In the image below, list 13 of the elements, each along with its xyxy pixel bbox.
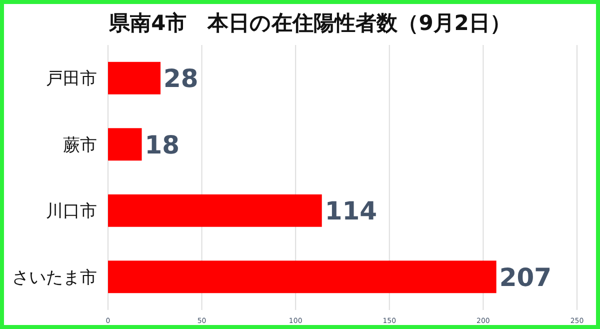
chart-title: 県南4市 本日の在住陽性者数（9月2日）: [108, 11, 511, 35]
y-tick-label: 戸田市: [46, 69, 97, 90]
bar: [108, 128, 142, 161]
bar: [108, 62, 161, 94]
y-tick-label: さいたま市: [12, 268, 97, 288]
data-label: 114: [324, 196, 378, 226]
y-tick-label: 川口市: [46, 202, 97, 222]
data-label: 18: [144, 130, 180, 160]
data-label: 28: [164, 64, 198, 94]
bar: [108, 194, 322, 227]
data-label: 207: [499, 262, 552, 292]
y-tick-label: 蕨市: [63, 135, 97, 156]
bar: [108, 260, 496, 294]
